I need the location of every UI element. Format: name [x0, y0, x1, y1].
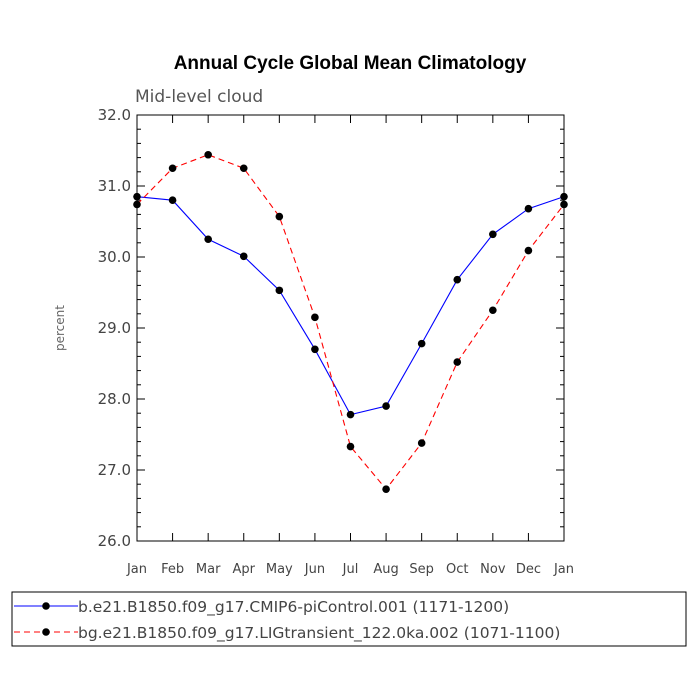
x-tick-label: Oct: [446, 562, 468, 577]
chart-subtitle: Mid-level cloud: [135, 87, 263, 107]
data-point: [453, 275, 462, 284]
x-tick-label: Sep: [409, 562, 434, 577]
series-1: [133, 192, 568, 419]
y-tick-label: 32.0: [98, 106, 131, 124]
data-point: [168, 196, 177, 204]
data-point: [133, 192, 141, 201]
data-point: [311, 313, 319, 322]
data-point: [275, 212, 284, 221]
data-point: [489, 306, 497, 315]
series-line: [136, 154, 565, 491]
data-point: [524, 204, 533, 213]
data-point: [417, 339, 426, 348]
y-tick-label: 31.0: [98, 177, 131, 195]
axis-ticks: 26.0 27.0 28.0 29.0 30.0 31.0 32.0 Jan Feb Mar Apr…: [98, 106, 574, 577]
data-point: [239, 164, 248, 173]
x-tick-label: Apr: [233, 562, 256, 577]
data-point: [524, 246, 533, 255]
series-layer: [133, 150, 568, 493]
data-point: [417, 439, 426, 447]
series-line: [136, 196, 565, 416]
x-tick-label: Nov: [480, 562, 506, 577]
data-point: [204, 150, 212, 159]
data-point: [311, 345, 319, 354]
x-tick-label: Aug: [373, 562, 398, 577]
x-tick-label: Jan: [553, 562, 574, 577]
data-point: [453, 358, 462, 366]
x-tick-label: Jan: [126, 562, 147, 577]
data-point: [133, 200, 141, 209]
y-tick-label: 26.0: [98, 532, 131, 550]
data-point: [560, 200, 568, 209]
data-point: [275, 286, 284, 295]
y-axis-label: percent: [53, 305, 67, 351]
legend: b.e21.B1850.f09_g17.CMIP6-piControl.001 …: [11, 591, 687, 647]
x-tick-label: Jul: [342, 562, 359, 577]
x-tick-label: May: [266, 562, 293, 577]
data-point: [382, 485, 390, 493]
data-point: [239, 252, 248, 261]
data-point: [560, 192, 568, 201]
chart-title: Annual Cycle Global Mean Climatology: [174, 53, 527, 74]
data-point: [204, 235, 212, 244]
legend-box: [11, 591, 687, 647]
y-tick-label: 28.0: [98, 390, 131, 408]
x-tick-label: Mar: [196, 562, 221, 577]
data-point: [168, 164, 177, 173]
plot-frame: [136, 114, 565, 542]
data-point: [382, 402, 390, 410]
legend-marker-1: [42, 602, 50, 610]
x-tick-label: Feb: [161, 562, 184, 577]
data-point: [346, 410, 355, 419]
legend-marker-2: [42, 628, 50, 636]
y-tick-label: 30.0: [98, 248, 131, 266]
legend-label-1: b.e21.B1850.f09_g17.CMIP6-piControl.001 …: [78, 598, 509, 617]
series-2: [133, 150, 568, 493]
data-point: [346, 442, 355, 451]
x-tick-label: Dec: [516, 562, 541, 577]
legend-label-2: bg.e21.B1850.f09_g17.LIGtransient_122.0k…: [78, 624, 560, 643]
x-tick-label: Jun: [304, 562, 325, 577]
y-tick-label: 27.0: [98, 461, 131, 479]
data-point: [489, 230, 497, 239]
y-tick-label: 29.0: [98, 319, 131, 337]
